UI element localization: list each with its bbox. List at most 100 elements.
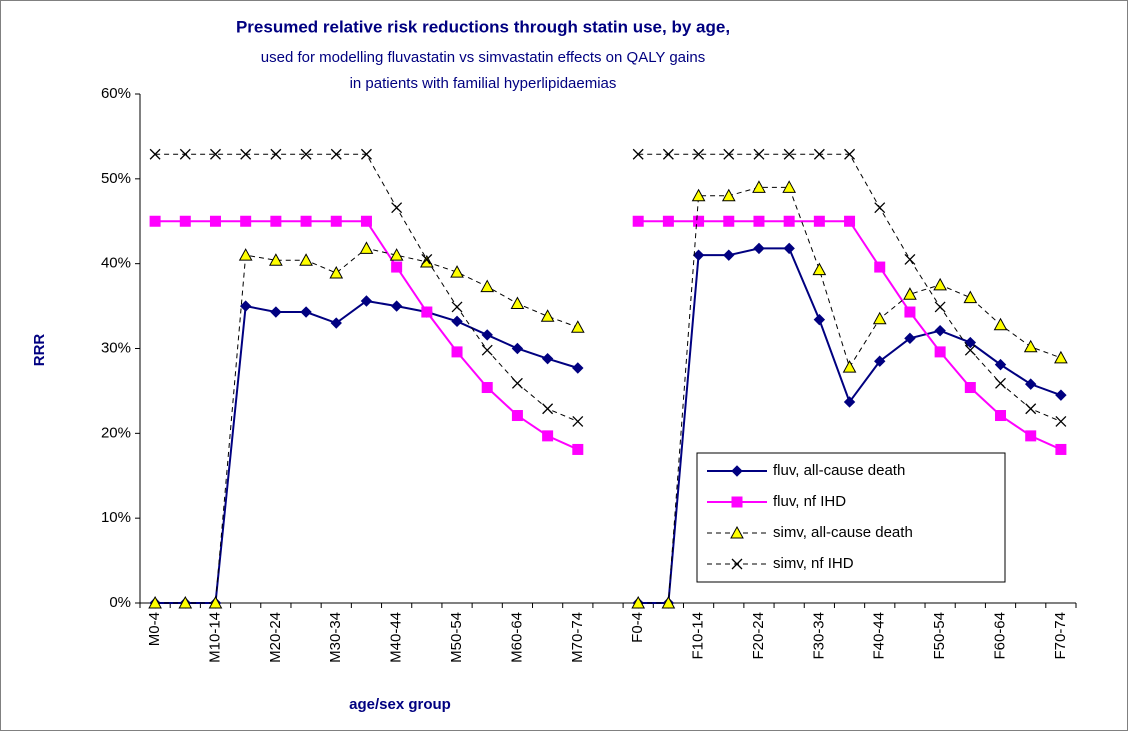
- y-axis-title: RRR: [31, 334, 48, 367]
- data-point: [542, 430, 554, 442]
- chart-subtitle: used for modelling fluvastatin vs simvas…: [261, 49, 705, 66]
- x-tick-label: F10-14: [690, 612, 707, 660]
- data-point: [813, 313, 826, 326]
- data-point: [723, 215, 735, 227]
- data-point: [723, 148, 735, 160]
- legend-label: simv, nf IHD: [773, 555, 854, 572]
- data-point: [330, 215, 342, 227]
- legend-label: simv, all-cause death: [773, 524, 913, 541]
- data-point: [904, 306, 916, 318]
- data-point: [510, 296, 525, 310]
- data-point: [723, 249, 735, 261]
- data-point: [330, 148, 342, 160]
- data-point: [572, 415, 584, 427]
- data-point: [359, 241, 374, 254]
- data-point: [179, 215, 191, 227]
- data-point: [844, 148, 856, 160]
- data-point: [481, 329, 493, 341]
- data-point: [872, 311, 887, 325]
- data-point: [693, 215, 705, 227]
- legend-box: [696, 452, 1006, 583]
- data-point: [964, 344, 976, 356]
- data-point: [419, 254, 434, 268]
- data-point: [812, 262, 827, 276]
- data-point: [661, 595, 676, 609]
- data-point: [842, 360, 857, 373]
- x-tick-label: M40-44: [388, 612, 405, 663]
- x-tick-label: M50-54: [448, 612, 465, 663]
- data-point: [179, 148, 191, 160]
- data-point: [572, 443, 584, 455]
- data-point: [783, 148, 795, 160]
- data-point: [631, 595, 646, 609]
- data-point: [451, 301, 463, 313]
- x-tick-label: F20-24: [750, 612, 767, 660]
- data-point: [360, 215, 372, 227]
- data-point: [963, 290, 978, 304]
- x-tick-label: F40-44: [871, 612, 888, 660]
- data-point: [662, 148, 674, 160]
- data-point: [391, 202, 403, 214]
- data-point: [300, 215, 312, 227]
- data-point: [178, 595, 193, 609]
- y-tick-label: 0%: [109, 594, 131, 611]
- data-point: [753, 242, 765, 255]
- data-point: [360, 295, 373, 307]
- data-point: [451, 346, 463, 358]
- data-point: [540, 309, 555, 322]
- data-point: [934, 301, 946, 313]
- data-point: [208, 595, 223, 609]
- x-tick-label: M60-64: [508, 612, 525, 663]
- data-point: [1055, 415, 1067, 427]
- data-point: [481, 344, 493, 356]
- y-tick-label: 20%: [101, 424, 131, 441]
- data-point: [330, 317, 342, 329]
- data-point: [240, 215, 252, 227]
- data-point: [934, 324, 946, 337]
- y-tick-label: 40%: [101, 255, 131, 272]
- data-point: [662, 215, 674, 227]
- data-point: [238, 248, 253, 261]
- data-point: [753, 148, 765, 160]
- data-point: [783, 215, 795, 227]
- data-point: [300, 148, 312, 160]
- data-point: [752, 180, 766, 193]
- data-point: [1025, 403, 1037, 415]
- legend-marker: [731, 465, 743, 477]
- data-point: [451, 315, 463, 328]
- x-tick-label: F50-54: [931, 612, 948, 660]
- data-point: [874, 202, 886, 214]
- data-point: [511, 410, 523, 422]
- data-point: [148, 595, 162, 609]
- data-point: [995, 377, 1006, 389]
- data-point: [1055, 389, 1067, 401]
- data-point: [632, 215, 644, 227]
- data-point: [270, 306, 282, 318]
- data-point: [270, 148, 282, 160]
- data-point: [360, 148, 372, 160]
- data-point: [721, 188, 736, 202]
- data-point: [782, 180, 797, 193]
- data-point: [511, 342, 524, 355]
- data-point: [149, 215, 161, 227]
- data-point: [993, 317, 1008, 331]
- data-point: [300, 306, 312, 318]
- data-point: [1055, 443, 1067, 455]
- y-tick-label: 30%: [101, 339, 131, 356]
- x-tick-label: F30-34: [810, 612, 827, 660]
- x-tick-label: F70-74: [1052, 612, 1069, 660]
- data-point: [783, 242, 795, 255]
- data-point: [450, 265, 464, 278]
- data-point: [753, 215, 765, 227]
- data-point: [692, 249, 705, 261]
- data-point: [421, 253, 433, 265]
- data-point: [541, 352, 554, 365]
- x-tick-label: F0-4: [629, 612, 646, 643]
- data-point: [964, 336, 977, 349]
- data-point: [933, 277, 947, 291]
- x-tick-label: M20-24: [267, 612, 284, 663]
- data-point: [481, 382, 493, 394]
- legend-marker: [731, 558, 743, 570]
- data-point: [903, 287, 917, 300]
